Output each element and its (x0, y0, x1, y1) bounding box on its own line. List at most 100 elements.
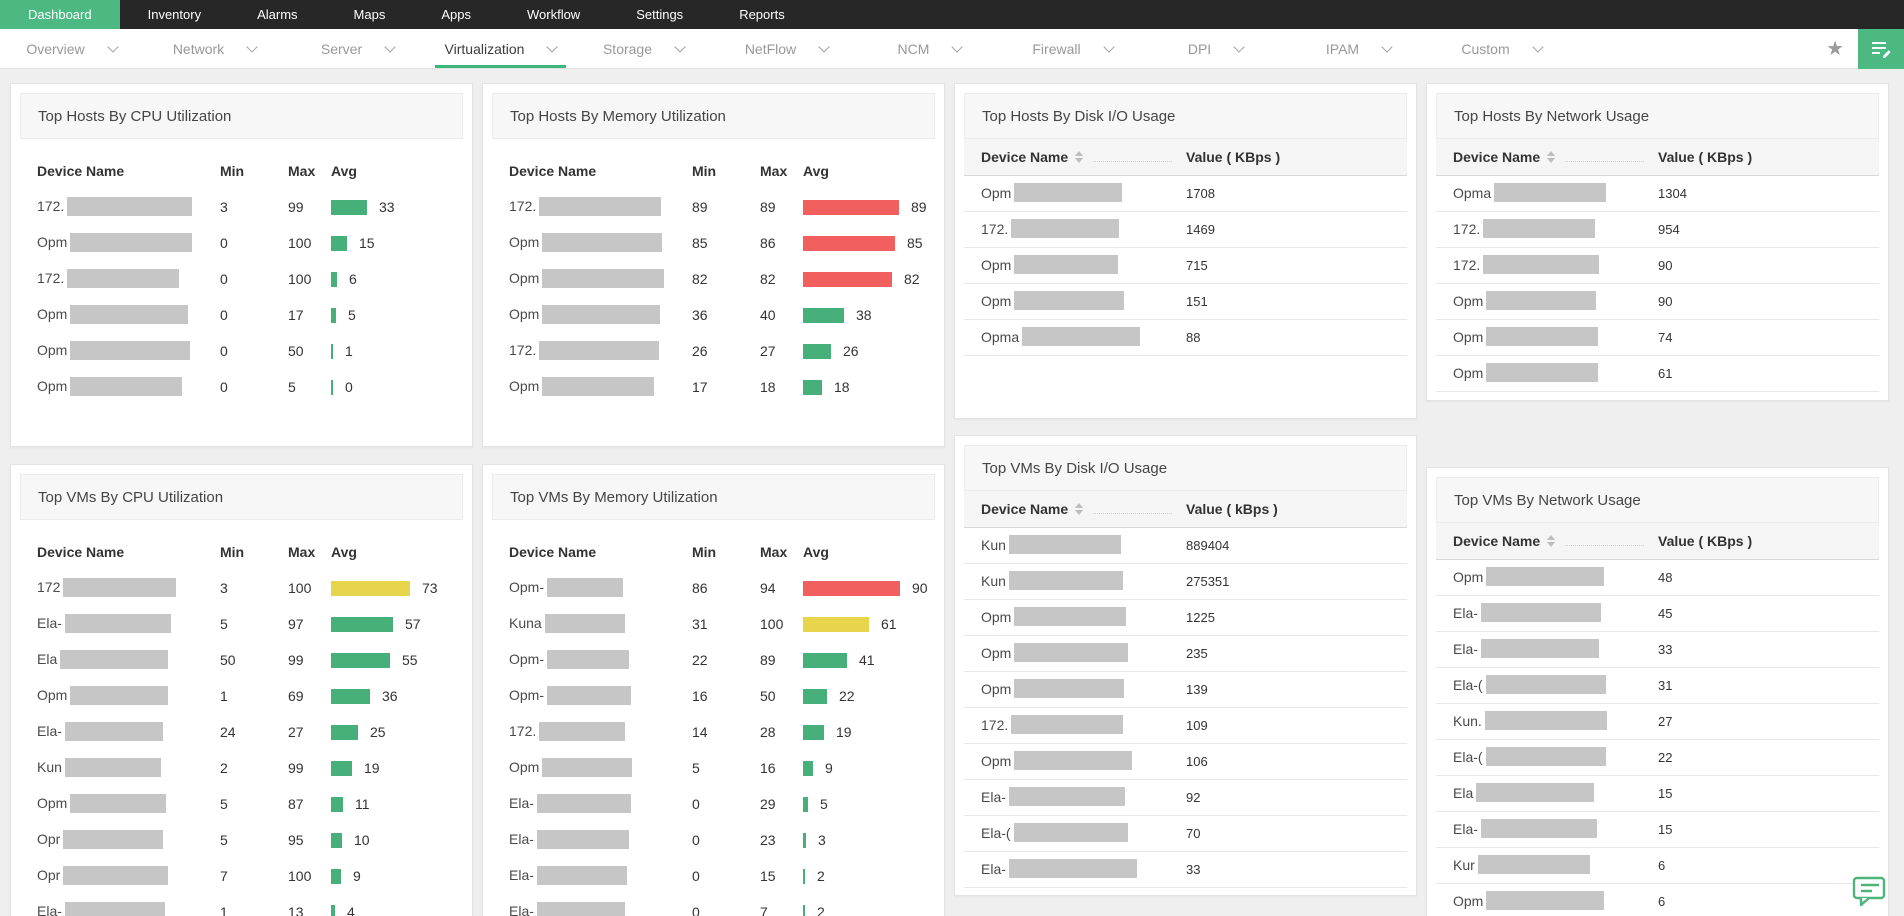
col-device-name[interactable]: Device Name (981, 149, 1186, 165)
device-name[interactable]: Ela- (509, 865, 692, 885)
tab-firewall[interactable]: Firewall (1001, 29, 1144, 68)
device-name[interactable]: Ela- (509, 829, 692, 849)
nav-item-reports[interactable]: Reports (739, 7, 785, 22)
dashboard-edit-button[interactable] (1858, 28, 1904, 69)
favorite-star-icon[interactable]: ★ (1826, 38, 1844, 60)
device-name[interactable]: Opm- (509, 577, 692, 597)
nav-item-dashboard[interactable]: Dashboard (0, 0, 120, 29)
device-name[interactable]: Ela- (981, 859, 1186, 879)
device-name[interactable]: Opm (509, 304, 692, 324)
tab-ipam[interactable]: IPAM (1287, 29, 1430, 68)
device-name[interactable]: 172 (37, 577, 220, 597)
tab-ncm[interactable]: NCM (858, 29, 1001, 68)
sort-icon[interactable] (1547, 151, 1556, 163)
device-name[interactable]: Ela- (509, 793, 692, 813)
device-name[interactable]: Kuna (509, 613, 692, 633)
device-name[interactable]: Opm (981, 255, 1186, 275)
device-name[interactable]: 172. (509, 196, 692, 216)
tab-custom[interactable]: Custom (1430, 29, 1573, 68)
col-device-name[interactable]: Device Name (1453, 149, 1658, 165)
device-name[interactable]: Opm (37, 340, 220, 360)
chevron-down-icon[interactable] (107, 40, 119, 53)
device-name[interactable]: 172. (37, 196, 220, 216)
chevron-down-icon[interactable] (384, 40, 396, 53)
tab-server[interactable]: Server (286, 29, 429, 68)
device-name[interactable]: Opm (509, 757, 692, 777)
nav-item-apps[interactable]: Apps (441, 7, 471, 22)
device-name[interactable]: Opm- (509, 649, 692, 669)
device-name[interactable]: Opr (37, 829, 220, 849)
device-name[interactable]: Opm (37, 232, 220, 252)
device-name[interactable]: 172. (37, 268, 220, 288)
device-name[interactable]: Ela-( (1453, 747, 1658, 767)
device-name[interactable]: Opm (509, 268, 692, 288)
device-name[interactable]: 172. (981, 219, 1186, 239)
device-name[interactable]: Opm (981, 679, 1186, 699)
device-name[interactable]: Opm (37, 685, 220, 705)
device-name[interactable]: Kun (37, 757, 220, 777)
device-name[interactable]: Kun. (1453, 711, 1658, 731)
sort-icon[interactable] (1547, 535, 1556, 547)
tab-virtualization[interactable]: Virtualization (429, 29, 572, 68)
device-name[interactable]: Opm (37, 793, 220, 813)
device-name[interactable]: Ela (37, 649, 220, 669)
device-name[interactable]: Ela-( (1453, 675, 1658, 695)
device-name[interactable]: Opm (981, 607, 1186, 627)
col-device-name[interactable]: Device Name (1453, 533, 1658, 549)
device-name[interactable]: Kun (981, 571, 1186, 591)
device-name[interactable]: Opm (37, 376, 220, 396)
device-name[interactable]: Opm (981, 183, 1186, 203)
device-name[interactable]: 172. (1453, 219, 1658, 239)
device-name[interactable]: 172. (509, 340, 692, 360)
tab-netflow[interactable]: NetFlow (715, 29, 858, 68)
device-name[interactable]: Ela- (1453, 603, 1658, 623)
tab-storage[interactable]: Storage (572, 29, 715, 68)
device-name[interactable]: Opm (509, 232, 692, 252)
device-name[interactable]: Ela- (509, 901, 692, 916)
device-name[interactable]: Ela- (37, 901, 220, 916)
sort-icon[interactable] (1075, 151, 1084, 163)
device-name[interactable]: Opm (981, 291, 1186, 311)
device-name[interactable]: Opm (981, 643, 1186, 663)
device-name[interactable]: Opma (981, 327, 1186, 347)
nav-item-alarms[interactable]: Alarms (257, 7, 298, 22)
device-name[interactable]: Kun (981, 535, 1186, 555)
nav-item-workflow[interactable]: Workflow (526, 7, 581, 22)
device-name[interactable]: Ela-( (981, 823, 1186, 843)
device-name[interactable]: Opm (1453, 567, 1658, 587)
chevron-down-icon[interactable] (1381, 40, 1393, 53)
device-name[interactable]: Opma (1453, 183, 1658, 203)
device-name[interactable]: Opm (1453, 327, 1658, 347)
chevron-down-icon[interactable] (246, 40, 258, 53)
tab-network[interactable]: Network (143, 29, 286, 68)
device-name[interactable]: Ela- (1453, 639, 1658, 659)
device-name[interactable]: Opm (981, 751, 1186, 771)
chevron-down-icon[interactable] (1102, 40, 1115, 53)
device-name[interactable]: Opm- (509, 685, 692, 705)
device-name[interactable]: Opm (1453, 291, 1658, 311)
col-device-name[interactable]: Device Name (981, 501, 1186, 517)
device-name[interactable]: Ela- (1453, 819, 1658, 839)
device-name[interactable]: 172. (509, 721, 692, 741)
nav-item-inventory[interactable]: Inventory (147, 7, 202, 22)
chevron-down-icon[interactable] (818, 40, 830, 53)
device-name[interactable]: Opm (1453, 363, 1658, 383)
chevron-down-icon[interactable] (546, 40, 559, 53)
chevron-down-icon[interactable] (1531, 40, 1544, 53)
device-name[interactable]: Opm (509, 376, 692, 396)
device-name[interactable]: Ela- (37, 613, 220, 633)
chevron-down-icon[interactable] (1233, 40, 1245, 53)
device-name[interactable]: Opm (1453, 891, 1658, 911)
chevron-down-icon[interactable] (674, 40, 686, 53)
chevron-down-icon[interactable] (951, 40, 964, 53)
nav-item-settings[interactable]: Settings (636, 7, 684, 22)
device-name[interactable]: Kur (1453, 855, 1658, 875)
nav-item-maps[interactable]: Maps (353, 7, 386, 22)
device-name[interactable]: Opm (37, 304, 220, 324)
device-name[interactable]: 172. (1453, 255, 1658, 275)
sort-icon[interactable] (1075, 503, 1084, 515)
tab-dpi[interactable]: DPI (1144, 29, 1287, 68)
device-name[interactable]: 172. (981, 715, 1186, 735)
chat-feedback-button[interactable] (1852, 875, 1888, 912)
device-name[interactable]: Ela- (981, 787, 1186, 807)
